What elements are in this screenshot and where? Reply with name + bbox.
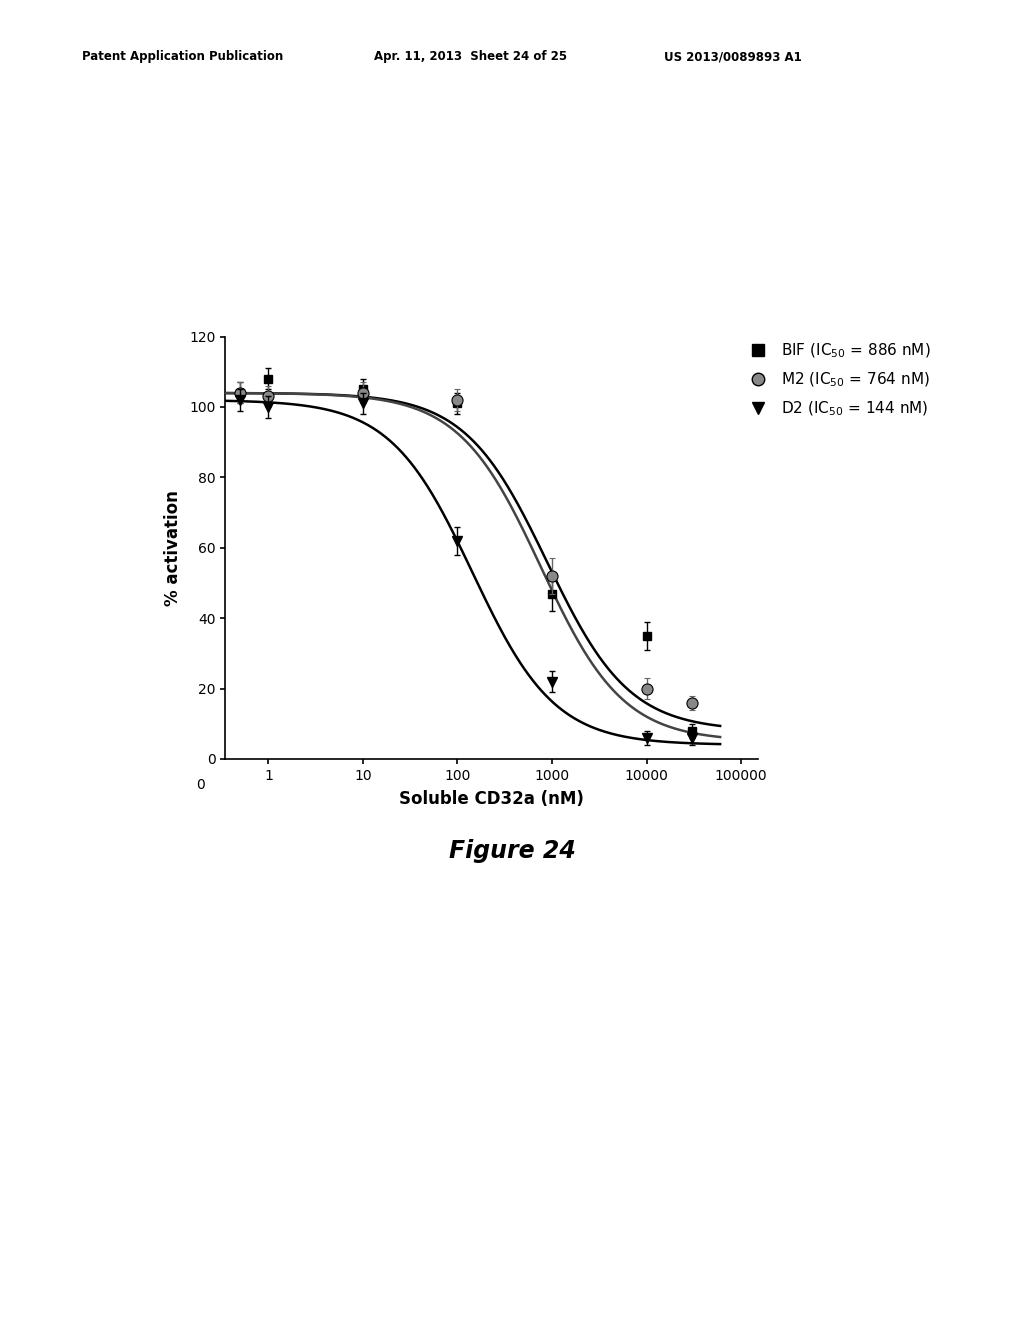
Legend: BIF (IC$_{50}$ = 886 nM), M2 (IC$_{50}$ = 764 nM), D2 (IC$_{50}$ = 144 nM): BIF (IC$_{50}$ = 886 nM), M2 (IC$_{50}$ … xyxy=(736,335,937,425)
Text: Patent Application Publication: Patent Application Publication xyxy=(82,50,284,63)
Text: 0: 0 xyxy=(196,779,205,792)
X-axis label: Soluble CD32a (nM): Soluble CD32a (nM) xyxy=(399,789,584,808)
Text: Apr. 11, 2013  Sheet 24 of 25: Apr. 11, 2013 Sheet 24 of 25 xyxy=(374,50,567,63)
Text: US 2013/0089893 A1: US 2013/0089893 A1 xyxy=(664,50,802,63)
Y-axis label: % activation: % activation xyxy=(164,490,182,606)
Text: Figure 24: Figure 24 xyxy=(449,840,575,863)
